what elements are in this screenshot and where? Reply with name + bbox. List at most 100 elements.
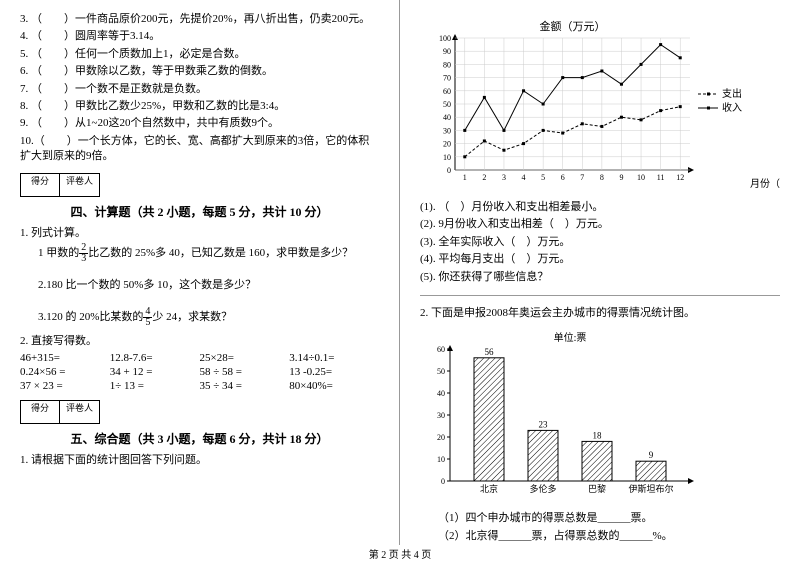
calc-cell: 3.14÷0.1=	[289, 352, 379, 364]
calc-grid: 46+315=12.8-7.6=25×28=3.14÷0.1= 0.24×56 =…	[20, 352, 379, 392]
svg-text:巴黎: 巴黎	[588, 483, 606, 494]
tf-item: 7. （ ）一个数不是正数就是负数。	[20, 82, 379, 97]
svg-text:40: 40	[443, 113, 451, 122]
chart2-q: （2）北京得______票，占得票总数的______%。	[438, 529, 780, 544]
svg-text:0: 0	[447, 166, 451, 175]
svg-text:10: 10	[437, 455, 445, 464]
calc-cell: 25×28=	[200, 352, 290, 364]
calc-cell: 58 ÷ 58 =	[200, 366, 290, 378]
svg-text:0: 0	[441, 477, 445, 486]
svg-text:5: 5	[541, 173, 545, 182]
svg-text:2: 2	[482, 173, 486, 182]
text: 3.120 的 20%比某数的	[38, 311, 143, 323]
q1-3: 3.120 的 20%比某数的45少 24，求某数？	[38, 307, 379, 328]
score-cell: 得分	[20, 173, 60, 197]
svg-text:60: 60	[443, 87, 451, 96]
svg-text:7: 7	[580, 173, 584, 182]
text: 少 24，求某数？	[152, 311, 232, 323]
section4-title: 四、计算题（共 2 小题，每题 5 分，共计 10 分）	[20, 203, 379, 220]
tf-item: 4. （ ）圆周率等于3.14。	[20, 29, 379, 44]
score-cell: 评卷人	[60, 173, 100, 197]
svg-text:60: 60	[437, 345, 445, 354]
score-cell: 评卷人	[60, 400, 100, 424]
calc-cell: 80×40%=	[289, 380, 379, 392]
calc-cell: 34 + 12 =	[110, 366, 200, 378]
tf-item: 6. （ ）甲数除以乙数，等于甲数乘乙数的倒数。	[20, 64, 379, 79]
bar-chart: 单位:票 0 10 20 30 40 50 60 56 北京 23 多伦多 18 巴黎 9 伊斯坦布尔	[420, 331, 780, 501]
tf-item: 10.（ ）一个长方体，它的长、宽、高都扩大到原来的3倍，它的体积扩大到原来的9…	[20, 134, 379, 165]
svg-text:18: 18	[593, 431, 603, 441]
svg-text:1: 1	[463, 173, 467, 182]
svg-text:9: 9	[619, 173, 623, 182]
svg-text:10: 10	[443, 153, 451, 162]
svg-text:50: 50	[443, 100, 451, 109]
svg-text:收入: 收入	[722, 101, 742, 114]
svg-text:20: 20	[443, 140, 451, 149]
line-chart: 金额（万元）0102030405060708090100123456789101…	[420, 20, 780, 190]
tf-item: 3. （ ）一件商品原价200元，先提价20%，再八折出售，仍卖200元。	[20, 12, 379, 27]
tf-item: 9. （ ）从1~20这20个自然数中，共中有质数9个。	[20, 116, 379, 131]
score-cell: 得分	[20, 400, 60, 424]
section5-title: 五、综合题（共 3 小题，每题 6 分，共计 18 分）	[20, 430, 379, 447]
calc-cell: 1÷ 13 =	[110, 380, 200, 392]
q2-head: 2. 下面是申报2008年奥运会主办城市的得票情况统计图。	[420, 306, 780, 321]
chart2-questions: （1）四个申办城市的得票总数是______票。 （2）北京得______票，占得…	[420, 511, 780, 544]
q1-head: 1. 列式计算。	[20, 226, 379, 241]
svg-text:12: 12	[676, 173, 684, 182]
calc-cell: 46+315=	[20, 352, 110, 364]
q2-head: 2. 直接写得数。	[20, 334, 379, 349]
svg-text:10: 10	[637, 173, 645, 182]
calc-cell: 13 -0.25=	[289, 366, 379, 378]
chart2-q: （1）四个申办城市的得票总数是______票。	[438, 511, 780, 526]
svg-text:多伦多: 多伦多	[529, 483, 556, 494]
calc-cell: 0.24×56 =	[20, 366, 110, 378]
chart1-q: (5). 你还获得了哪些信息？	[420, 270, 780, 285]
q5-1: 1. 请根据下面的统计图回答下列问题。	[20, 453, 379, 468]
svg-text:单位:票: 单位:票	[554, 331, 587, 344]
svg-text:9: 9	[649, 451, 654, 461]
svg-text:40: 40	[437, 389, 445, 398]
svg-text:3: 3	[502, 173, 506, 182]
svg-text:20: 20	[437, 433, 445, 442]
text: 比乙数的 25%多 40，已知乙数是 160，求甲数是多少？	[88, 247, 353, 259]
calc-cell: 37 × 23 =	[20, 380, 110, 392]
true-false-list: 3. （ ）一件商品原价200元，先提价20%，再八折出售，仍卖200元。 4.…	[20, 12, 379, 165]
svg-text:6: 6	[561, 173, 565, 182]
score-box: 得分 评卷人	[20, 173, 379, 197]
svg-text:56: 56	[485, 347, 495, 357]
svg-text:50: 50	[437, 367, 445, 376]
svg-text:北京: 北京	[480, 483, 498, 494]
q1-1: 1 甲数的23比乙数的 25%多 40，已知乙数是 160，求甲数是多少？	[38, 243, 379, 264]
svg-text:金额（万元）: 金额（万元）	[540, 20, 606, 33]
bar-chart-svg: 单位:票 0 10 20 30 40 50 60 56 北京 23 多伦多 18 巴黎 9 伊斯坦布尔	[420, 331, 700, 501]
chart1-q: (2). 9月份收入和支出相差（ ）万元。	[420, 217, 780, 232]
svg-text:30: 30	[443, 126, 451, 135]
svg-text:70: 70	[443, 74, 451, 83]
svg-text:100: 100	[439, 34, 451, 43]
svg-text:90: 90	[443, 47, 451, 56]
left-column: 3. （ ）一件商品原价200元，先提价20%，再八折出售，仍卖200元。 4.…	[0, 0, 400, 545]
right-column: 金额（万元）0102030405060708090100123456789101…	[400, 0, 800, 545]
tf-item: 8. （ ）甲数比乙数少25%，甲数和乙数的比是3:4。	[20, 99, 379, 114]
chart1-questions: (1). （ ）月份收入和支出相差最小。 (2). 9月份收入和支出相差（ ）万…	[420, 200, 780, 285]
page-footer: 第 2 页 共 4 页	[0, 546, 800, 561]
svg-text:30: 30	[437, 411, 445, 420]
svg-text:4: 4	[522, 173, 526, 182]
chart1-q: (3). 全年实际收入（ ）万元。	[420, 235, 780, 250]
line-chart-svg: 金额（万元）0102030405060708090100123456789101…	[420, 20, 780, 190]
chart1-q: (4). 平均每月支出（ ）万元。	[420, 252, 780, 267]
svg-text:11: 11	[657, 173, 665, 182]
fraction: 23	[79, 243, 88, 264]
svg-text:伊斯坦布尔: 伊斯坦布尔	[628, 483, 673, 494]
svg-text:月份（月）: 月份（月）	[750, 178, 780, 190]
svg-text:23: 23	[539, 420, 549, 430]
calc-cell: 12.8-7.6=	[110, 352, 200, 364]
tf-item: 5. （ ）任何一个质数加上1，必定是合数。	[20, 47, 379, 62]
svg-text:80: 80	[443, 60, 451, 69]
chart1-q: (1). （ ）月份收入和支出相差最小。	[420, 200, 780, 215]
score-box: 得分 评卷人	[20, 400, 379, 424]
q1-2: 2.180 比一个数的 50%多 10，这个数是多少？	[38, 278, 379, 293]
svg-text:8: 8	[600, 173, 604, 182]
svg-text:支出: 支出	[722, 87, 742, 100]
text: 1 甲数的	[38, 247, 79, 259]
